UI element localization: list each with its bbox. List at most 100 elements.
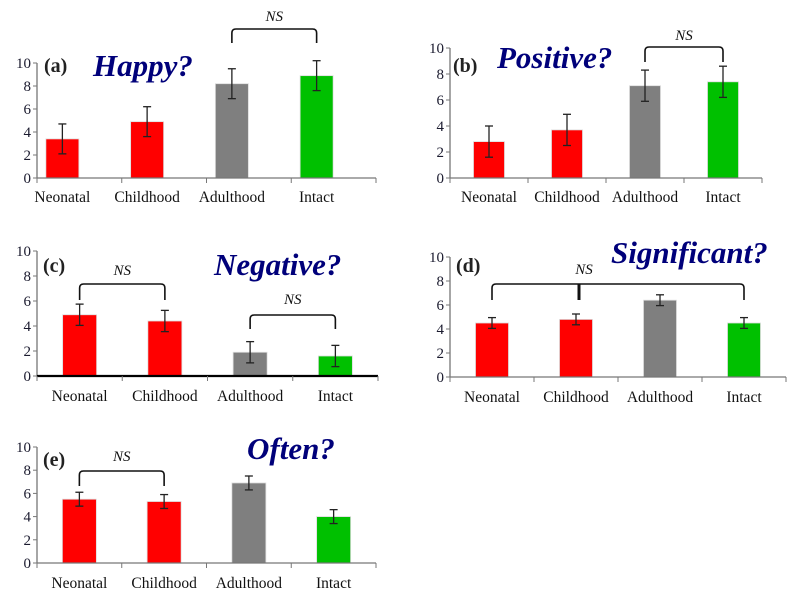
significance-bracket: NS [78,449,165,486]
bracket-line [78,470,165,486]
x-tick-label: Adulthood [612,189,679,206]
y-tick-label: 4 [437,119,445,135]
y-tick-label: 6 [24,486,32,502]
error-bar [75,303,84,327]
significance-bracket: NS [231,9,318,43]
x-tick-label: Adulthood [627,389,694,406]
chart-panel-d: 0 2 4 6 8 10 Neonatal Childhood Adulthood Intact (… [429,235,787,406]
y-tick-label: 4 [437,322,445,338]
bar-adulthood [643,299,677,378]
y-tick-label: 10 [16,440,31,456]
x-tick-label: Childhood [132,388,198,405]
x-tick-label: Neonatal [461,189,517,206]
bar-childhood [146,501,182,564]
y-tick-label: 8 [24,463,32,479]
bar-intact [299,75,334,179]
ns-label: NS [112,449,131,465]
error-bar [656,294,664,307]
panel-label: (d) [456,255,480,277]
error-bar [572,313,580,326]
y-tick-label: 0 [24,171,32,187]
panel-label: (b) [453,55,477,77]
x-tick-label: Neonatal [52,388,108,405]
chart-panel-c: 0 2 4 6 8 10 Neonatal Childhood Adulthood Intact (… [16,244,379,405]
panel-title: Positive? [496,40,612,75]
bar-childhood [551,129,583,179]
x-tick-label: Neonatal [464,389,520,406]
significance-bracket: NS [78,263,166,300]
error-bar [719,65,727,99]
error-bar [160,309,169,333]
chart-panel-e: 0 2 4 6 8 10 Neonatal Childhood Adulthood Intact (… [16,431,377,592]
y-tick-label: 6 [437,298,445,314]
panel-title: Happy? [92,48,193,83]
error-bar [740,316,748,330]
ns-label: NS [574,262,593,278]
ns-label: NS [264,9,283,25]
x-tick-label: Intact [318,388,354,405]
bracket-line [78,283,166,300]
chart-panel-a: 0 2 4 6 8 10 Neonatal Childhood Adulthood Intact (… [16,9,377,206]
error-bar [244,475,253,491]
y-tick-label: 2 [24,344,32,360]
bar-adulthood [214,83,249,179]
y-tick-label: 0 [437,370,445,386]
error-bar [58,123,67,155]
error-bar [488,316,496,330]
panel-title: Often? [247,431,335,466]
error-bar [246,340,255,364]
x-tick-label: Intact [299,189,335,206]
panel-label: (c) [43,255,65,277]
y-tick-label: 6 [24,294,32,310]
bar-neonatal [475,322,509,378]
y-tick-label: 8 [437,67,445,83]
error-bar [329,508,338,525]
y-tick-label: 2 [437,346,445,362]
y-tick-label: 6 [437,93,445,109]
y-tick-label: 2 [24,148,32,164]
x-tick-label: Intact [316,575,352,592]
y-tick-label: 2 [437,145,445,161]
ns-label: NS [112,263,131,279]
y-tick-label: 8 [24,269,32,285]
bracket-line [231,28,318,43]
error-bar [143,106,152,138]
y-tick-label: 10 [16,244,31,260]
y-tick-label: 2 [24,533,32,549]
bar-intact [727,322,761,378]
y-tick-label: 0 [437,171,445,187]
y-tick-label: 10 [16,56,31,72]
error-bar [563,113,571,147]
y-tick-label: 4 [24,319,32,335]
x-tick-label: Adulthood [216,575,283,592]
x-tick-label: Childhood [114,189,180,206]
panel-label: (a) [44,55,67,77]
x-tick-label: Adulthood [217,388,284,405]
x-tick-label: Childhood [131,575,197,592]
x-tick-label: Intact [705,189,741,206]
significance-bracket: NS [249,292,337,329]
bracket-line [644,46,724,62]
y-tick-label: 4 [24,125,32,141]
panel-title: Significant? [611,235,768,270]
x-tick-label: Adulthood [199,189,266,206]
y-tick-label: 10 [429,41,444,57]
x-tick-label: Neonatal [34,189,90,206]
y-tick-label: 8 [24,79,32,95]
bar-neonatal [61,498,97,564]
bar-childhood [559,318,593,378]
bracket-line [249,314,337,329]
y-tick-label: 6 [24,102,32,118]
panel-title: Negative? [213,247,341,282]
y-tick-label: 8 [437,274,445,290]
y-tick-label: 0 [24,556,32,572]
ns-label: NS [674,28,693,44]
x-tick-label: Intact [726,389,762,406]
chart-panel-b: 0 2 4 6 8 10 Neonatal Childhood Adulthood Intact (… [429,28,763,206]
y-tick-label: 4 [24,510,32,526]
x-tick-label: Neonatal [51,575,107,592]
x-tick-label: Childhood [534,189,600,206]
error-bar [160,493,169,510]
error-bar [312,60,321,92]
